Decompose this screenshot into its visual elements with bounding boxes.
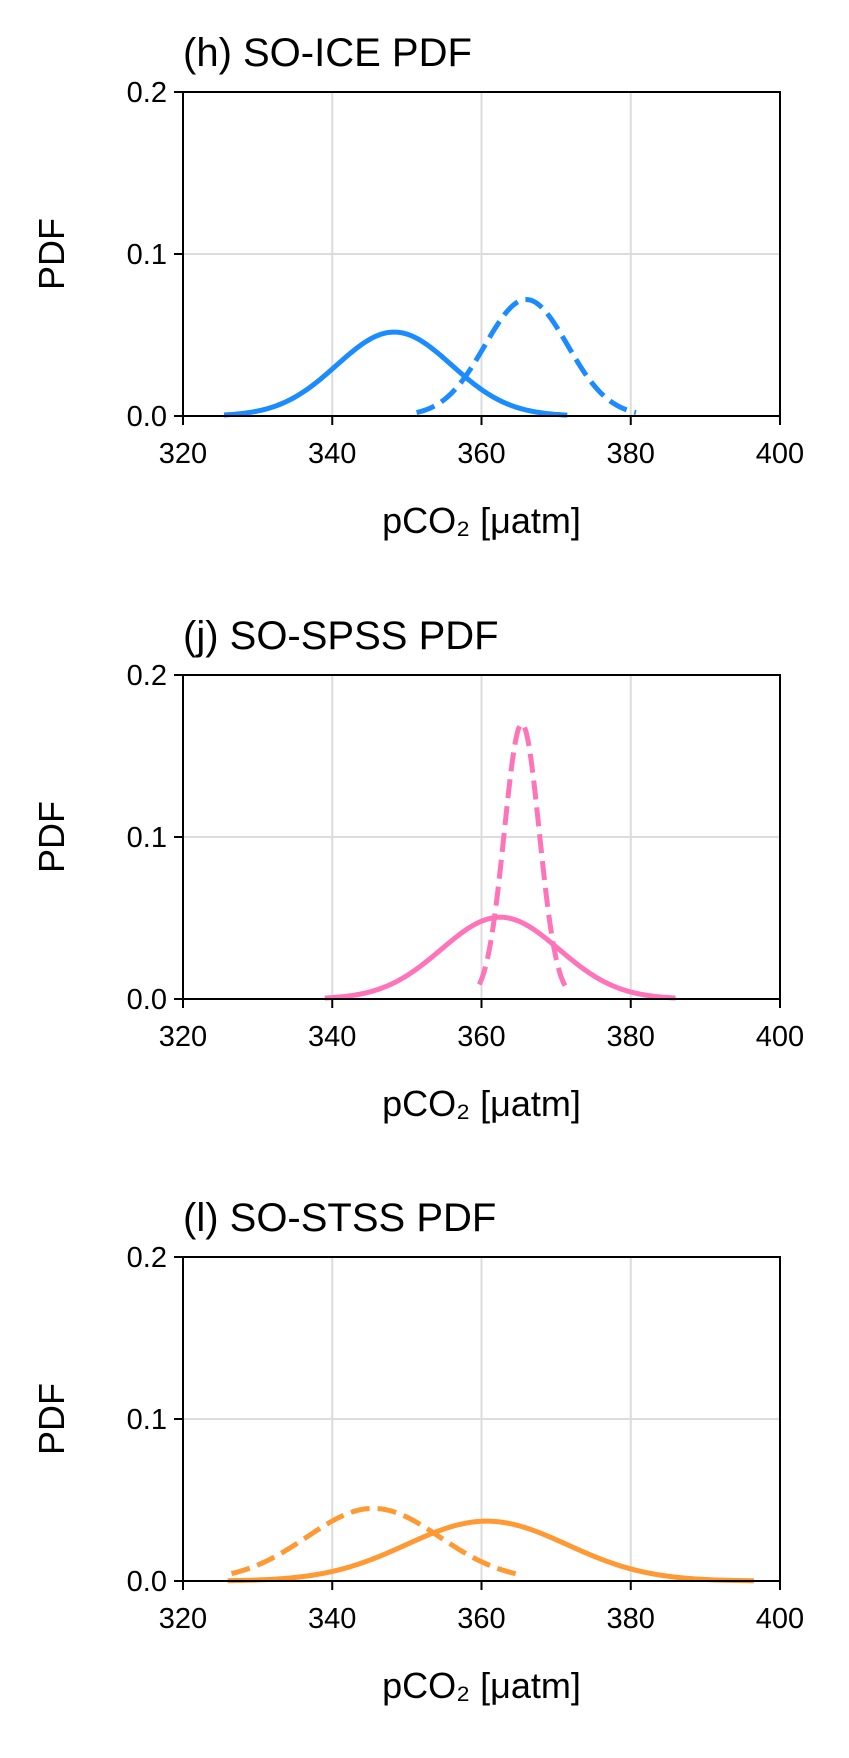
y-tick-label: 0.2: [127, 660, 167, 692]
y-tick-label: 0.1: [127, 822, 167, 854]
y-tick-label: 0.1: [127, 239, 167, 271]
panel-2: (j) SO-SPSS PDF 320 340 360 380 400 0.0 0.1 0.2 P…: [31, 614, 804, 1124]
pdf-curve-dashed: [230, 1505, 524, 1578]
x-tick-label: 380: [607, 1603, 655, 1635]
y-tick-label: 0.2: [127, 77, 167, 109]
x-axis-label: pCO₂ [μatm]: [382, 1083, 581, 1124]
panel-1: (h) SO-ICE PDF 320 340 360 380 400 0.0 0.1 0.2 PD…: [31, 31, 804, 541]
x-tick-label: 340: [308, 438, 356, 470]
x-axis-label: pCO₂ [μatm]: [382, 1665, 581, 1706]
x-tick-label: 360: [457, 438, 505, 470]
pdf-curve-solid: [227, 1518, 754, 1584]
x-axis-label: pCO₂ [μatm]: [382, 500, 581, 541]
pdf-curve-dashed: [415, 297, 638, 415]
x-tick-label: 380: [607, 1021, 655, 1053]
panel-title: (j) SO-SPSS PDF: [183, 614, 499, 658]
pdf-curve-solid: [323, 914, 677, 1001]
panel-title: (l) SO-STSS PDF: [183, 1196, 496, 1240]
x-tick-label: 400: [756, 1603, 804, 1635]
y-tick-label: 0.0: [127, 984, 167, 1016]
pdf-curve-dashed: [477, 721, 568, 988]
y-axis-label: PDF: [31, 801, 72, 873]
y-tick-label: 0.0: [127, 401, 167, 433]
y-tick-label: 0.1: [127, 1404, 167, 1436]
panel-3: (l) SO-STSS PDF 320 340 360 380 400 0.0 0.1 0.2 P…: [31, 1196, 804, 1706]
x-tick-label: 400: [756, 438, 804, 470]
x-tick-label: 340: [308, 1603, 356, 1635]
x-tick-label: 320: [159, 1603, 207, 1635]
x-tick-label: 380: [607, 438, 655, 470]
x-tick-label: 320: [159, 438, 207, 470]
x-tick-label: 340: [308, 1021, 356, 1053]
y-tick-label: 0.0: [127, 1566, 167, 1598]
x-tick-label: 360: [457, 1603, 505, 1635]
y-axis-label: PDF: [31, 1383, 72, 1455]
y-axis-label: PDF: [31, 218, 72, 290]
x-tick-label: 360: [457, 1021, 505, 1053]
panel-title: (h) SO-ICE PDF: [183, 31, 472, 75]
pdf-curve-solid: [223, 329, 569, 418]
x-tick-label: 400: [756, 1021, 804, 1053]
x-tick-label: 320: [159, 1021, 207, 1053]
y-tick-label: 0.2: [127, 1242, 167, 1274]
